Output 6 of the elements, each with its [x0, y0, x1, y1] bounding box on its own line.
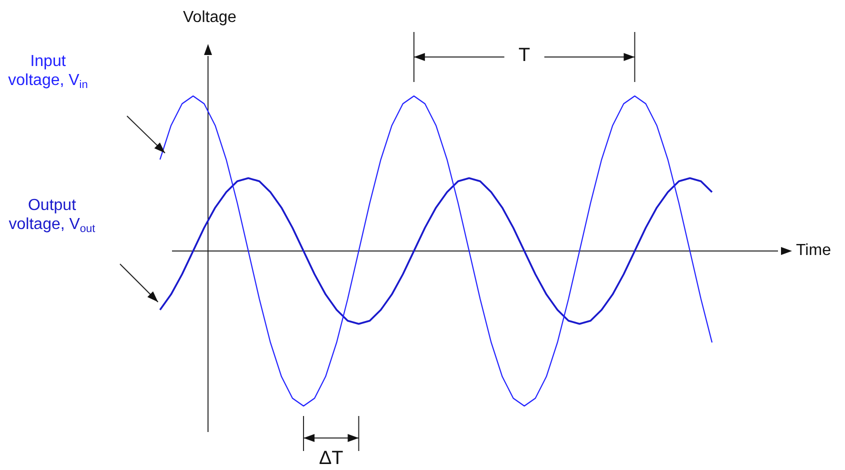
y-axis-title: Voltage — [183, 8, 236, 27]
text: Output voltage, V$_{out}$ — [8, 196, 96, 235]
text: ΔT — [318, 448, 344, 469]
text: Input voltage, V$_{in}$ — [7, 52, 89, 91]
x-axis-title: Time — [796, 241, 831, 260]
text: T — [518, 45, 532, 66]
